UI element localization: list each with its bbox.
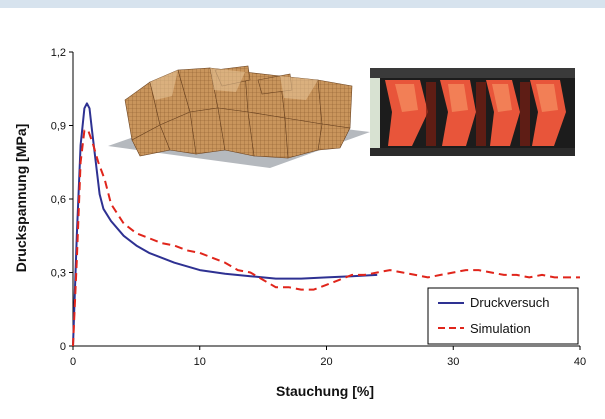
simulation-model-render (108, 65, 370, 168)
x-tick-label: 0 (70, 356, 76, 368)
legend: Druckversuch Simulation (427, 287, 579, 345)
series-layer (72, 102, 580, 347)
y-tick-label: 0,6 (51, 194, 66, 206)
legend-box (427, 287, 579, 345)
y-tick-label: 0 (60, 341, 66, 353)
y-tick-label: 1,2 (51, 47, 66, 59)
x-tick-label: 40 (574, 356, 586, 368)
top-banner (0, 0, 605, 8)
y-axis-title: Druckspannung [MPa] (13, 124, 29, 273)
legend-label-simulation: Simulation (470, 321, 531, 336)
x-axis-title: Stauchung [%] (276, 383, 374, 399)
legend-label-druckversuch: Druckversuch (470, 295, 549, 310)
x-tick-label: 10 (194, 356, 206, 368)
x-tick-label: 20 (320, 356, 332, 368)
y-tick-label: 0,3 (51, 268, 66, 280)
x-tick-label: 30 (447, 356, 459, 368)
series-line-druckversuch (72, 102, 378, 347)
y-tick-label: 0,9 (51, 121, 66, 133)
axes: 0 0,3 0,6 0,9 1,2 0 10 20 30 40 (51, 47, 586, 368)
test-specimen-photo (370, 68, 575, 156)
